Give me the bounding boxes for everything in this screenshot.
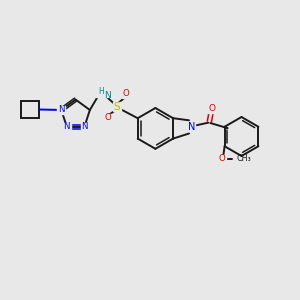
Text: N: N	[104, 91, 110, 100]
Bar	[57, 106, 65, 114]
Text: N: N	[64, 122, 70, 131]
Bar	[104, 114, 112, 122]
Bar	[208, 105, 215, 112]
Text: H: H	[98, 87, 104, 96]
Bar	[80, 123, 88, 130]
Text: N: N	[188, 122, 195, 132]
Text: CH₃: CH₃	[237, 154, 251, 163]
Text: O: O	[208, 104, 215, 113]
Text: O: O	[105, 113, 111, 122]
Bar	[219, 155, 226, 162]
Text: N: N	[58, 106, 64, 115]
Bar	[96, 88, 108, 97]
Bar	[63, 123, 71, 130]
Text: S: S	[114, 101, 120, 112]
Text: O: O	[219, 154, 226, 163]
Bar	[188, 123, 195, 131]
Text: N: N	[81, 122, 88, 131]
Bar	[113, 102, 121, 111]
Text: O: O	[122, 89, 129, 98]
Bar	[122, 90, 129, 98]
